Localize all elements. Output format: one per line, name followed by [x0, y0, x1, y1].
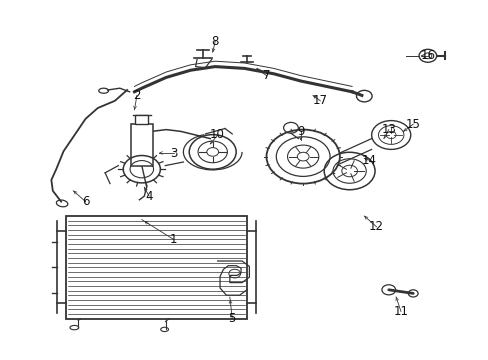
Text: 5: 5: [228, 312, 236, 325]
Text: 15: 15: [405, 118, 420, 131]
Text: 13: 13: [381, 123, 395, 136]
Text: 12: 12: [368, 220, 383, 233]
Text: 9: 9: [296, 125, 304, 138]
Bar: [135, 115, 148, 124]
Text: 1: 1: [169, 233, 177, 246]
Text: 8: 8: [211, 35, 219, 48]
Text: 14: 14: [361, 154, 376, 167]
Text: 4: 4: [145, 190, 153, 203]
Text: 2: 2: [133, 89, 141, 102]
Text: 7: 7: [262, 69, 270, 82]
Text: 11: 11: [393, 305, 407, 318]
Text: 6: 6: [81, 195, 89, 208]
Bar: [131, 124, 152, 166]
Text: 3: 3: [169, 147, 177, 159]
Text: 17: 17: [312, 94, 327, 107]
Text: 10: 10: [210, 129, 224, 141]
Bar: [66, 216, 246, 319]
Text: 16: 16: [420, 49, 434, 62]
